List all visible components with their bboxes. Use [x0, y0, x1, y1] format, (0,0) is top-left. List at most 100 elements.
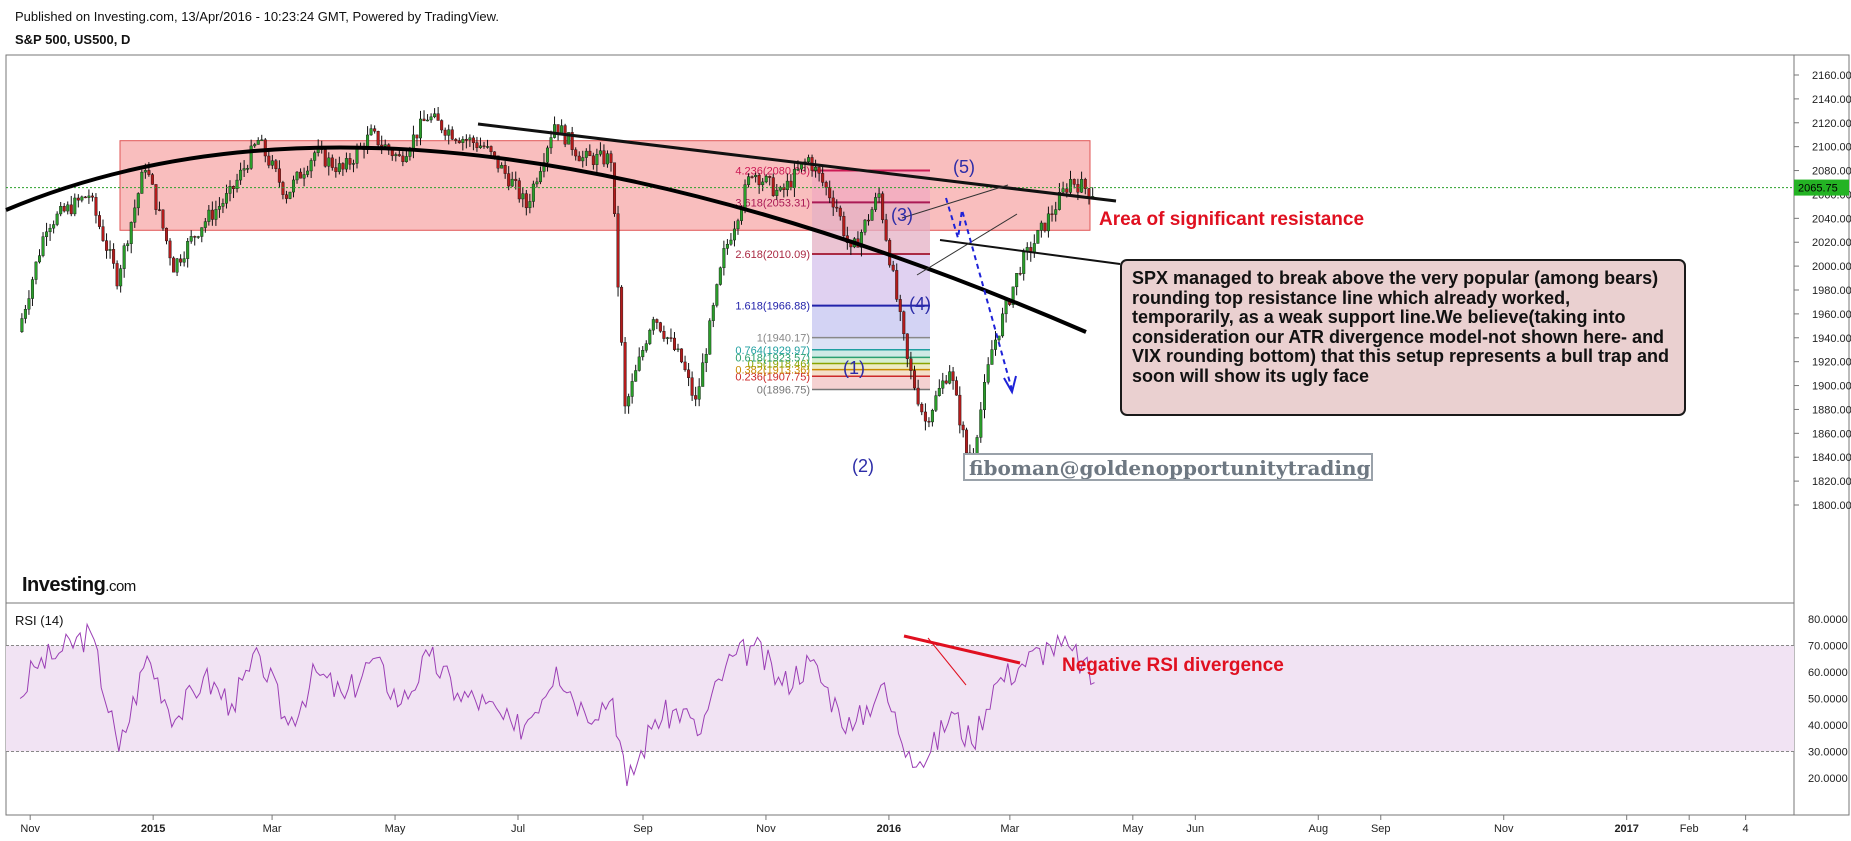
candle-body [126, 243, 130, 246]
candle-body [1083, 179, 1087, 189]
candle-body [881, 193, 885, 220]
candle-body [292, 179, 296, 193]
candle-body [1036, 230, 1040, 244]
candle-body [993, 339, 997, 350]
candle-body [179, 258, 183, 263]
candle-body [210, 209, 214, 220]
wave-label-3: (3) [891, 205, 913, 225]
candle-body [401, 155, 405, 162]
candle-body [196, 236, 200, 238]
rsi-title: RSI (14) [15, 613, 64, 628]
candle-body [433, 113, 437, 118]
candle-body [514, 178, 518, 181]
candle-body [630, 381, 634, 397]
candle-body [920, 403, 924, 413]
y-tick-label: 1820.00 [1812, 476, 1851, 488]
candle-body [680, 348, 684, 363]
x-tick-label: Mar [1000, 823, 1019, 835]
candle-body [27, 298, 31, 310]
candle-body [1054, 209, 1058, 215]
fib-level-label: 0.382(1913.36) [735, 365, 810, 377]
candle-body [778, 187, 782, 191]
candle-body [672, 337, 676, 350]
candle-body [722, 248, 726, 269]
candle-body [348, 158, 352, 165]
candle-body [461, 138, 465, 143]
candle-body [905, 333, 909, 359]
y-tick-label: 2080.00 [1812, 166, 1851, 178]
candle-body [1039, 222, 1043, 231]
fib-level-label: 1.618(1966.88) [735, 301, 810, 313]
candle-body [394, 154, 398, 157]
candle-body [344, 158, 348, 170]
candle-body [478, 145, 482, 148]
candle-body [429, 116, 433, 121]
rsi-band [6, 645, 1794, 752]
candle-body [817, 166, 821, 174]
candle-body [620, 286, 624, 343]
y-tick-label: 2020.00 [1812, 237, 1851, 249]
candle-body [288, 191, 292, 199]
candle-body [1001, 313, 1005, 337]
candle-body [129, 222, 133, 244]
candle-body [457, 140, 461, 143]
candle-body [658, 322, 662, 332]
y-tick-label: 1920.00 [1812, 357, 1851, 369]
candle-body [200, 227, 204, 237]
candle-body [246, 168, 250, 170]
candle-body [542, 162, 546, 172]
candle-body [1004, 299, 1008, 315]
candle-body [961, 424, 965, 431]
x-tick-label: Sep [633, 823, 653, 835]
x-tick-label: Sep [1371, 823, 1391, 835]
candle-body [267, 155, 271, 166]
candle-body [1043, 222, 1047, 232]
candle-body [954, 380, 958, 396]
projection-arrowhead [1003, 375, 1017, 395]
candle-body [411, 134, 415, 151]
candle-body [440, 120, 444, 131]
fib-level-label: 0.618(1923.57) [735, 352, 810, 364]
candle-body [718, 267, 722, 285]
candle-body [708, 320, 712, 355]
candle-body [1015, 273, 1019, 288]
candle-body [507, 173, 511, 187]
candle-body [172, 257, 176, 273]
candle-body [831, 197, 835, 208]
candle-body [277, 168, 281, 183]
x-axis-ticks: Nov 2015 Mar May Jul Sep Nov 2016 Mar May Jun Aug Se… [20, 815, 1749, 835]
fib-zone [812, 305, 930, 338]
candle-body [221, 203, 225, 207]
candle-body [1057, 192, 1061, 210]
candle-body [133, 207, 137, 223]
candle-body [165, 227, 169, 242]
candle-body [90, 195, 94, 198]
fib-level-label: 2.618(2010.09) [735, 249, 810, 261]
candle-body [761, 181, 765, 186]
candle-body [965, 429, 969, 454]
candle-body [687, 369, 691, 378]
fib-level-label: 0.764(1929.97) [735, 345, 810, 357]
y-tick-label: 2120.00 [1812, 118, 1851, 130]
candle-body [351, 163, 355, 165]
rsi-band-fill [6, 645, 1794, 752]
candle-body [249, 145, 253, 169]
candle-body [560, 125, 564, 134]
candle-body [284, 194, 288, 199]
y-tick-label: 1980.00 [1812, 285, 1851, 297]
candle-body [662, 331, 666, 339]
candle-body [641, 350, 645, 358]
candle-body [112, 249, 116, 264]
candle-body [260, 139, 264, 141]
x-tick-label: Jul [511, 823, 525, 835]
rsi-y-tick-label: 70.0000 [1808, 641, 1848, 653]
candle-body [676, 348, 680, 351]
x-tick-label: May [1122, 823, 1143, 835]
candle-body [418, 118, 422, 139]
rsi-y-tick-label: 20.0000 [1808, 773, 1848, 785]
candle-body [228, 186, 232, 194]
candle-body [193, 236, 197, 238]
fib-level-label: 0.5(1918.46) [748, 359, 810, 371]
candle-body [877, 193, 881, 198]
